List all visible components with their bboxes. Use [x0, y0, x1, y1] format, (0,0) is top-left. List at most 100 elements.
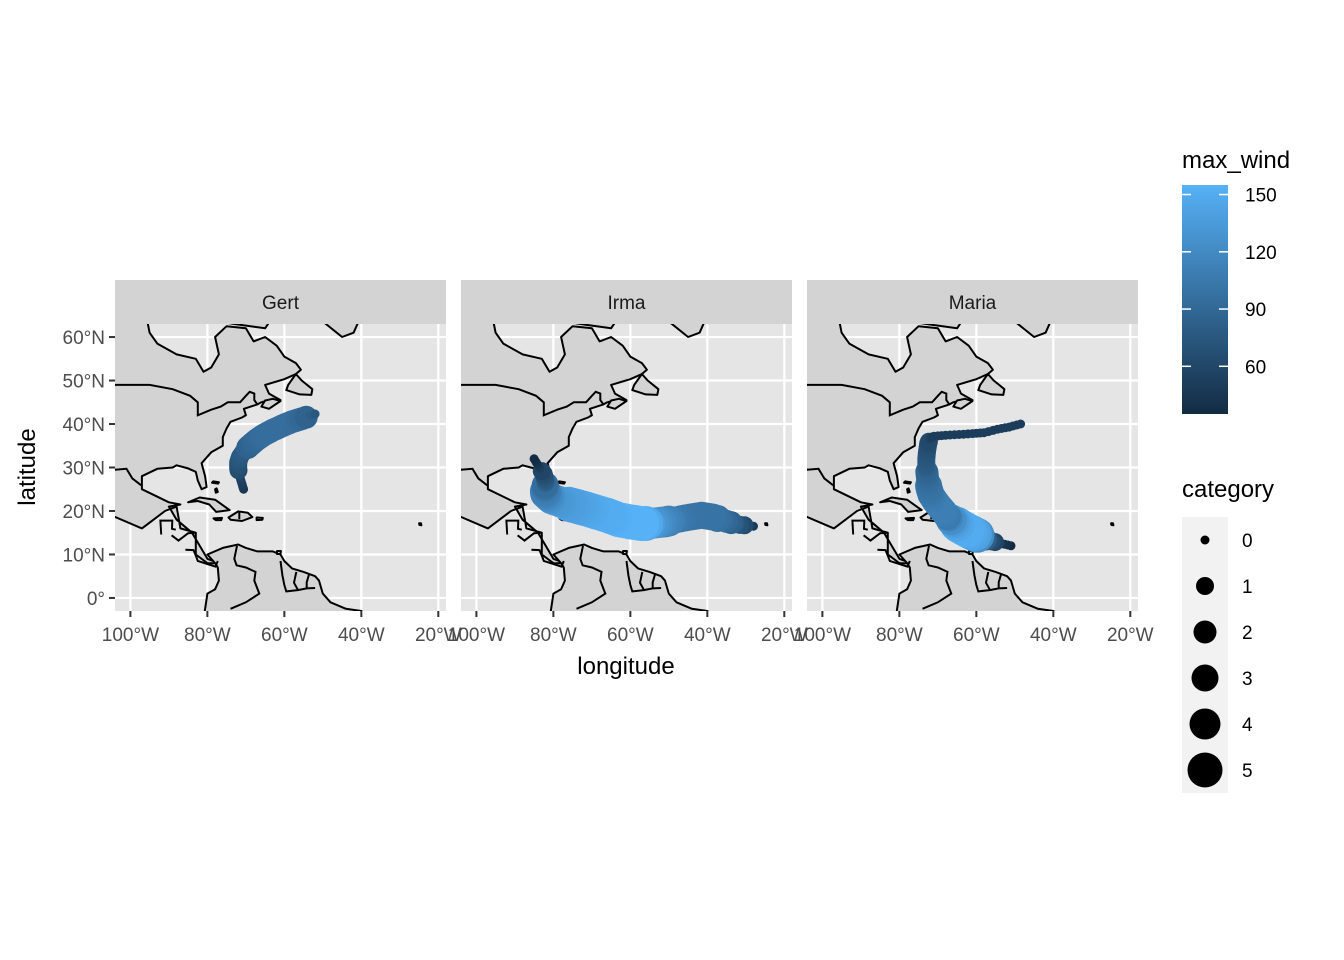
country-border [576, 545, 607, 610]
land-polygon [606, 397, 628, 410]
x-tick-label: 60°W [607, 625, 654, 646]
land-polygon [227, 324, 270, 330]
y-tick-label: 60°N [63, 328, 105, 349]
size-legend-key [1187, 752, 1223, 788]
land-polygon [977, 373, 1006, 396]
land-polygon [227, 510, 254, 522]
y-tick-label: 10°N [63, 545, 105, 566]
size-legend-key [1193, 620, 1217, 644]
country-border [461, 467, 488, 487]
size-legend-label: 2 [1242, 623, 1253, 644]
land-polygon [670, 324, 705, 338]
size-legend-title: category [1182, 476, 1274, 503]
color-legend-bar [1182, 185, 1228, 414]
land-polygon [115, 324, 302, 565]
country-border [461, 383, 605, 417]
country-border [877, 548, 911, 568]
country-border [305, 574, 310, 589]
land-polygon [1016, 324, 1051, 338]
facet-strip [115, 280, 446, 324]
facet-panels: Gert 100°W 80°W 60°W 40°W 20°W 0° 10°N 20°N 30°N 4… [63, 280, 1154, 646]
land-polygon [214, 487, 219, 494]
x-tick-label: 40°W [684, 625, 731, 646]
x-tick-label: 60°W [953, 625, 1000, 646]
land-polygon [260, 397, 282, 410]
facet-strip-label: Maria [949, 293, 997, 314]
x-tick-label: 40°W [338, 625, 385, 646]
country-border [862, 531, 888, 542]
country-border [505, 519, 523, 535]
x-tick-label: 100°W [448, 625, 505, 646]
land-polygon [807, 324, 994, 565]
size-legend-key [1191, 664, 1219, 692]
size-legend-key-background [1182, 517, 1228, 793]
land-polygon [255, 516, 264, 522]
facet-panel-irma: Irma 100°W 80°W 60°W 40°W 20°W [448, 280, 808, 646]
color-legend-label: 60 [1245, 357, 1266, 378]
facet-strip [807, 280, 1138, 324]
land-polygon [919, 324, 962, 330]
country-border [807, 383, 951, 417]
storm-track-point [1016, 419, 1026, 429]
legends: max_wind category 60 90 120 150 0 1 2 3 4 5 [1182, 147, 1290, 793]
x-tick-label: 60°W [261, 625, 308, 646]
facet-panel-maria: Maria 100°W 80°W 60°W 40°W 20°W [794, 280, 1154, 646]
y-axis-title: latitude [14, 428, 41, 505]
y-tick-label: 50°N [63, 372, 105, 393]
x-tick-label: 20°W [415, 625, 462, 646]
storm-track-point [310, 409, 320, 419]
land-polygon [764, 522, 769, 527]
facet-strip-label: Irma [608, 293, 646, 314]
country-border [638, 571, 645, 591]
land-polygon [557, 480, 566, 485]
land-polygon [906, 487, 911, 494]
x-tick-label: 100°W [102, 625, 159, 646]
land-polygon [324, 324, 359, 338]
size-legend-key [1196, 577, 1214, 595]
land-polygon [212, 516, 223, 522]
country-border [115, 467, 142, 487]
country-border [531, 548, 565, 568]
size-legend-key [1189, 708, 1221, 740]
x-tick-label: 40°W [1030, 625, 1077, 646]
country-border [851, 519, 869, 535]
color-legend-label: 150 [1245, 186, 1277, 207]
land-polygon [285, 373, 314, 396]
country-border [115, 383, 259, 417]
facet-strip-label: Gert [262, 293, 300, 314]
x-tick-label: 80°W [530, 625, 577, 646]
country-border [159, 519, 177, 535]
x-tick-label: 100°W [794, 625, 851, 646]
size-legend-label: 5 [1242, 761, 1253, 782]
land-polygon [952, 397, 974, 410]
color-legend-label: 120 [1245, 243, 1277, 264]
country-border [997, 574, 1002, 589]
x-tick-label: 80°W [876, 625, 923, 646]
land-polygon [904, 516, 915, 522]
country-border [984, 571, 991, 591]
land-polygon [1110, 522, 1115, 527]
land-polygon [461, 324, 648, 565]
country-border [230, 545, 261, 610]
land-polygon [622, 550, 628, 555]
storm-track-point [529, 454, 539, 464]
facet-strip [461, 280, 792, 324]
color-legend-title: max_wind [1182, 147, 1290, 174]
y-tick-label: 40°N [63, 415, 105, 436]
land-polygon [276, 550, 282, 555]
country-border [292, 571, 299, 591]
size-legend-label: 1 [1242, 577, 1253, 598]
x-axis-title: longitude [577, 653, 674, 680]
country-border [922, 545, 953, 610]
size-legend-label: 4 [1242, 715, 1253, 736]
land-polygon [573, 324, 616, 330]
x-tick-label: 20°W [761, 625, 808, 646]
facet-panel-gert: Gert 100°W 80°W 60°W 40°W 20°W 0° 10°N 20°N 30°N 4… [63, 280, 462, 646]
country-border [185, 548, 219, 568]
country-border [807, 467, 834, 487]
land-polygon [631, 373, 660, 396]
country-border [170, 531, 196, 542]
land-polygon [187, 496, 231, 513]
country-border [651, 574, 656, 589]
